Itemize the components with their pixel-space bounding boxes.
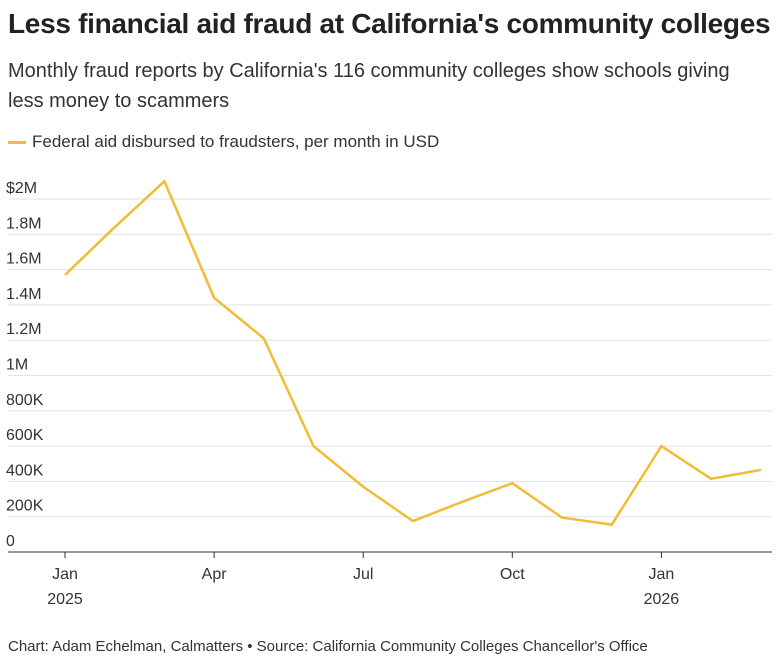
grid-lines	[8, 198, 772, 518]
y-tick-label: 1.6M	[6, 251, 42, 268]
series-layer	[64, 179, 762, 526]
y-tick-label: 1.4M	[6, 286, 42, 303]
line-chart: 0 200K 400K 600K 800K 1M 1.2M 1.4M 1.6M 1.8M $2M J…	[6, 179, 772, 608]
y-tick-label: 1.2M	[6, 321, 42, 338]
y-tick-label: 1.8M	[6, 215, 42, 232]
chart-title: Less financial aid fraud at California's…	[8, 8, 771, 39]
x-axis	[8, 551, 772, 558]
y-tick-label: $2M	[6, 180, 37, 197]
x-tick-year-label: 2026	[644, 591, 680, 608]
legend-label: Federal aid disbursed to fraudsters, per…	[32, 132, 440, 151]
x-tick-year-label: 2025	[47, 591, 83, 608]
y-tick-label: 400K	[6, 462, 44, 479]
y-tick-label: 0	[6, 533, 15, 550]
legend: Federal aid disbursed to fraudsters, per…	[8, 132, 439, 152]
x-tick-label: Jul	[353, 566, 373, 583]
y-tick-label: 600K	[6, 427, 44, 444]
x-axis-tick-labels: Jan 2025 Apr Jul Oct Jan 2026	[47, 566, 679, 608]
legend-swatch	[8, 140, 26, 144]
chart-subtitle: Monthly fraud reports by California's 11…	[8, 60, 730, 112]
x-tick-label: Oct	[500, 566, 525, 583]
y-tick-label: 800K	[6, 392, 44, 409]
chart-footer: Chart: Adam Echelman, Calmatters • Sourc…	[8, 638, 648, 655]
series-line	[64, 179, 762, 526]
y-axis-tick-labels: 0 200K 400K 600K 800K 1M 1.2M 1.4M 1.6M 1.8M $2M	[6, 180, 44, 550]
y-tick-label: 200K	[6, 498, 44, 515]
x-tick-label: Jan	[52, 566, 78, 583]
x-tick-label: Apr	[202, 566, 228, 583]
y-tick-label: 1M	[6, 357, 28, 374]
x-tick-label: Jan	[649, 566, 675, 583]
